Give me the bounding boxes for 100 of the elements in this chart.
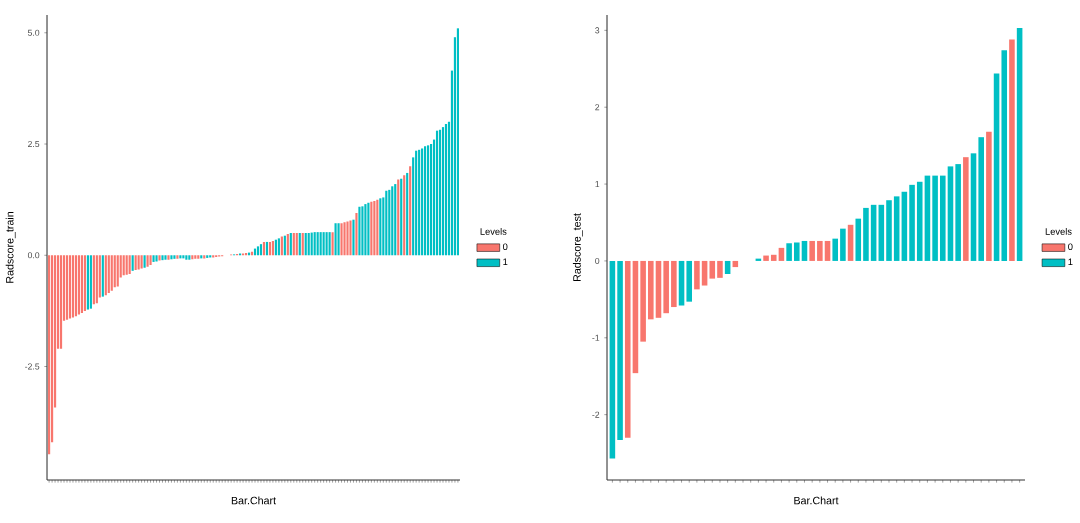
bar	[832, 238, 838, 261]
bar	[1009, 39, 1015, 261]
bar	[794, 242, 800, 261]
bar	[632, 260, 639, 374]
bar	[343, 222, 346, 256]
bar	[95, 255, 98, 304]
bar	[438, 129, 442, 256]
bar	[932, 175, 938, 261]
bar	[663, 260, 669, 314]
bar	[113, 255, 116, 288]
bar	[68, 255, 72, 319]
bar	[71, 255, 75, 318]
bar	[993, 73, 1000, 261]
bar	[709, 260, 716, 279]
bar	[322, 232, 325, 256]
bar	[355, 213, 358, 256]
bar	[59, 255, 63, 349]
bar	[901, 191, 908, 261]
bar	[74, 255, 78, 317]
y-tick-label: 3	[595, 27, 600, 34]
bar	[916, 181, 923, 261]
bar	[358, 206, 361, 256]
bar	[48, 255, 51, 455]
bar	[313, 232, 316, 256]
bar	[763, 255, 769, 261]
bar	[361, 206, 364, 256]
bar	[65, 255, 69, 320]
bar	[149, 255, 152, 266]
bar	[310, 232, 313, 256]
bar	[346, 221, 349, 256]
bar	[391, 186, 394, 256]
bar	[671, 260, 677, 308]
bar	[986, 131, 992, 261]
legend-label: 1	[1068, 258, 1073, 265]
legend-label: 0	[1068, 243, 1073, 250]
legend-label: 0	[502, 243, 508, 250]
bar	[409, 166, 412, 256]
bar	[89, 255, 92, 309]
y-tick-label: -2.5	[25, 363, 40, 370]
bar	[456, 28, 459, 256]
bar	[429, 144, 433, 256]
bar	[421, 148, 424, 256]
bar	[840, 228, 846, 261]
bar	[940, 175, 946, 261]
bar	[435, 130, 439, 256]
bar	[786, 243, 792, 261]
y-axis-title: Radscore_test	[572, 213, 583, 281]
bar	[92, 255, 95, 305]
bar	[648, 260, 654, 320]
bar	[686, 260, 693, 302]
legend-title: Levels	[480, 227, 507, 235]
x-axis-title: Bar.Chart	[794, 496, 839, 505]
bar	[325, 232, 328, 256]
bar	[122, 255, 125, 276]
y-tick-label: 0	[595, 257, 600, 264]
bar	[152, 255, 155, 262]
bar	[364, 204, 367, 256]
bar	[770, 254, 777, 261]
bar	[441, 127, 445, 256]
bar	[955, 164, 961, 261]
bar	[415, 150, 418, 256]
bar	[970, 153, 977, 261]
bar	[717, 260, 723, 278]
bar	[137, 255, 140, 270]
y-tick-label: 0.0	[27, 252, 40, 259]
bar	[319, 232, 322, 256]
bar	[1001, 50, 1008, 261]
bar	[801, 240, 808, 261]
bar	[1016, 28, 1023, 261]
legend-label: 1	[503, 258, 508, 265]
bar	[640, 260, 646, 342]
bar	[847, 224, 854, 261]
y-axis-title: Radscore_train	[5, 212, 16, 283]
bar	[444, 124, 448, 256]
y-tick-label: 5.0	[27, 29, 40, 36]
bar	[617, 260, 623, 441]
bar	[824, 240, 831, 261]
bar	[817, 240, 823, 261]
bar	[963, 157, 969, 261]
bar	[978, 137, 984, 261]
bar	[77, 255, 81, 315]
bar	[394, 184, 397, 256]
bar	[886, 200, 892, 261]
bar	[373, 200, 376, 256]
bar	[947, 166, 954, 261]
bar	[388, 189, 391, 256]
y-tick-label: 2.5	[28, 140, 40, 148]
bar	[701, 260, 708, 286]
bar	[909, 184, 915, 261]
y-tick-label: -2	[592, 411, 600, 418]
bar	[694, 260, 700, 290]
bar	[107, 255, 110, 294]
bar	[863, 207, 869, 261]
bar	[125, 255, 128, 275]
legend-title: Levels	[1045, 227, 1072, 235]
bar	[316, 232, 319, 256]
y-tick-label: -1	[592, 334, 600, 341]
y-tick-label: 1	[595, 181, 600, 188]
bar	[809, 240, 815, 261]
bar	[427, 145, 430, 256]
